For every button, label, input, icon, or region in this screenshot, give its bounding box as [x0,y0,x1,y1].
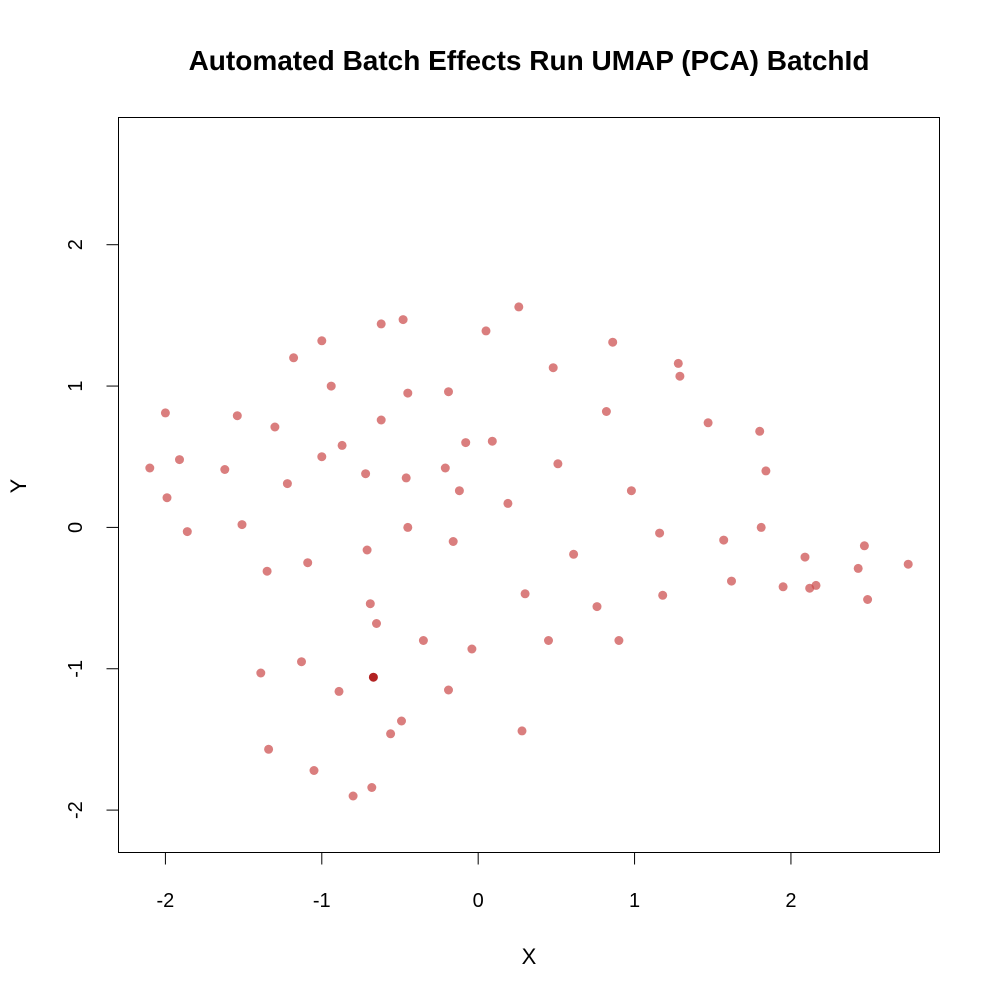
data-point [303,558,313,568]
data-point [727,576,736,586]
data-point [608,337,618,347]
x-tick-label: 1 [629,890,640,912]
data-point [658,590,668,600]
data-point [544,636,553,645]
data-point [372,619,381,628]
y-tick-label: 0 [65,522,87,533]
data-point [761,466,771,476]
data-point [673,358,683,368]
data-point [418,636,428,645]
y-tick-label: 1 [65,381,87,392]
data-point [361,469,371,479]
data-point [367,783,377,792]
data-point [175,455,184,465]
data-point [778,582,788,592]
data-point [448,537,458,546]
data-point [454,486,464,496]
x-tick-label: 0 [473,890,484,912]
data-point [481,326,491,336]
data-point [232,411,242,421]
data-point [553,459,563,469]
chart-title: Automated Batch Effects Run UMAP (PCA) B… [189,45,870,76]
data-point [614,636,624,645]
data-point [853,563,863,573]
data-point [401,473,411,483]
data-point [444,387,453,397]
data-point [755,426,765,436]
data-point [256,668,266,678]
data-point [592,602,602,612]
data-point [160,408,170,418]
data-point [440,463,450,473]
data-point [548,363,558,373]
data-point [270,422,280,432]
points-layer [145,302,913,801]
data-point [859,541,869,551]
data-point [517,726,527,736]
data-point [655,528,665,538]
data-point [811,580,821,590]
data-point [461,438,471,448]
data-point [348,791,358,801]
data-point [675,371,685,381]
data-point [376,319,386,329]
data-point [903,559,913,569]
x-axis: -2 -1 0 1 2 [157,852,797,912]
x-tick-label: -2 [157,890,175,912]
y-axis-label: Y [6,478,31,493]
data-point [365,599,375,609]
data-point [262,566,272,576]
y-tick-label: -2 [65,801,87,819]
data-point [182,527,192,537]
data-point [703,418,713,428]
data-point [520,589,530,599]
data-point [309,766,319,775]
data-point [403,522,413,532]
data-point [398,315,408,325]
x-tick-label: -1 [313,890,331,912]
data-point [326,381,336,391]
data-point [264,744,274,754]
data-point [569,549,579,559]
data-point [487,436,497,446]
x-tick-label: 2 [785,890,796,912]
data-point-highlight [368,672,378,682]
data-point [719,535,729,545]
data-point [317,336,327,346]
data-point [297,657,306,667]
data-point [397,716,406,726]
data-point [403,388,413,398]
data-point [626,486,636,496]
data-point [503,498,513,508]
data-point [362,545,372,555]
x-axis-label: X [522,944,537,969]
data-point [514,302,524,312]
data-point [756,522,766,532]
data-point [376,415,386,425]
data-point [467,644,477,654]
data-point [800,552,810,562]
y-tick-label: 2 [65,239,87,250]
plot-frame [118,117,940,853]
data-point [162,493,172,503]
data-point [237,520,247,530]
data-point [386,729,396,739]
data-point [282,479,292,489]
data-point [334,686,344,696]
y-axis: -2 -1 0 1 2 [65,239,119,819]
data-point [601,407,611,416]
data-point [337,440,347,450]
data-point [289,353,299,363]
y-tick-label: -1 [65,660,87,678]
data-point [863,595,873,604]
data-point [145,463,155,473]
data-point [220,465,230,474]
data-point [444,685,453,695]
data-point [317,452,327,462]
